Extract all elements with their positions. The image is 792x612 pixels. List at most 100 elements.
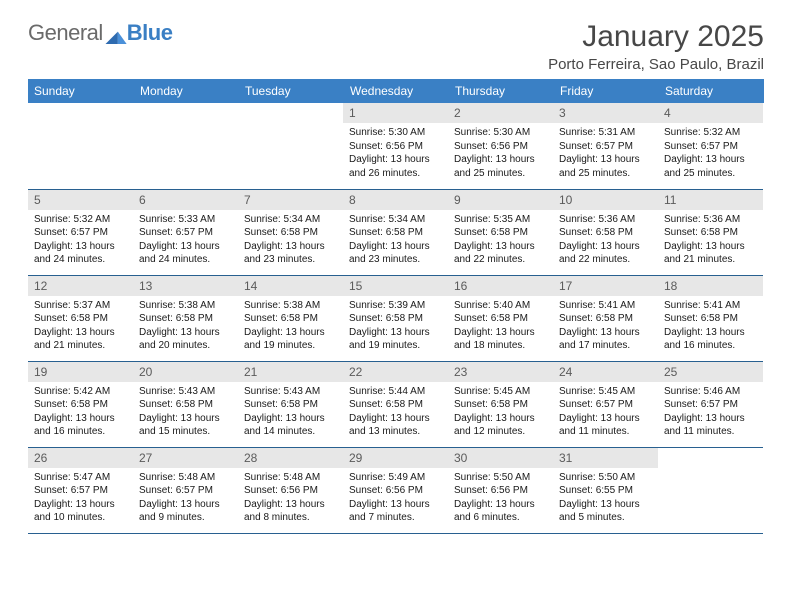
sunset-text: Sunset: 6:55 PM bbox=[559, 484, 652, 498]
sunrise-text: Sunrise: 5:31 AM bbox=[559, 126, 652, 140]
sunset-text: Sunset: 6:58 PM bbox=[139, 398, 232, 412]
calendar-body: ...1Sunrise: 5:30 AMSunset: 6:56 PMDayli… bbox=[28, 103, 763, 533]
daylight-text: and 24 minutes. bbox=[34, 253, 127, 267]
sunrise-text: Sunrise: 5:39 AM bbox=[349, 299, 442, 313]
day-number: 28 bbox=[238, 448, 343, 468]
calendar-day-cell: 28Sunrise: 5:48 AMSunset: 6:56 PMDayligh… bbox=[238, 447, 343, 533]
sunrise-text: Sunrise: 5:37 AM bbox=[34, 299, 127, 313]
day-content: Sunrise: 5:38 AMSunset: 6:58 PMDaylight:… bbox=[238, 296, 343, 357]
title-block: January 2025 Porto Ferreira, Sao Paulo, … bbox=[548, 20, 764, 73]
daylight-text: Daylight: 13 hours bbox=[664, 240, 757, 254]
daylight-text: Daylight: 13 hours bbox=[139, 326, 232, 340]
sunset-text: Sunset: 6:56 PM bbox=[244, 484, 337, 498]
daylight-text: and 23 minutes. bbox=[349, 253, 442, 267]
sunset-text: Sunset: 6:57 PM bbox=[34, 226, 127, 240]
sunset-text: Sunset: 6:57 PM bbox=[559, 140, 652, 154]
day-content: Sunrise: 5:42 AMSunset: 6:58 PMDaylight:… bbox=[28, 382, 133, 443]
sunset-text: Sunset: 6:57 PM bbox=[34, 484, 127, 498]
daylight-text: Daylight: 13 hours bbox=[454, 240, 547, 254]
sunrise-text: Sunrise: 5:36 AM bbox=[559, 213, 652, 227]
weekday-header: Saturday bbox=[658, 79, 763, 103]
sunset-text: Sunset: 6:58 PM bbox=[34, 398, 127, 412]
day-number: 27 bbox=[133, 448, 238, 468]
sunset-text: Sunset: 6:56 PM bbox=[349, 140, 442, 154]
day-number: 13 bbox=[133, 276, 238, 296]
sunrise-text: Sunrise: 5:43 AM bbox=[244, 385, 337, 399]
daylight-text: Daylight: 13 hours bbox=[454, 326, 547, 340]
sunrise-text: Sunrise: 5:49 AM bbox=[349, 471, 442, 485]
day-number: 6 bbox=[133, 190, 238, 210]
calendar-day-cell: 20Sunrise: 5:43 AMSunset: 6:58 PMDayligh… bbox=[133, 361, 238, 447]
day-content: Sunrise: 5:49 AMSunset: 6:56 PMDaylight:… bbox=[343, 468, 448, 529]
calendar-week-row: 19Sunrise: 5:42 AMSunset: 6:58 PMDayligh… bbox=[28, 361, 763, 447]
day-content: Sunrise: 5:36 AMSunset: 6:58 PMDaylight:… bbox=[553, 210, 658, 271]
day-number: 25 bbox=[658, 362, 763, 382]
day-number: 16 bbox=[448, 276, 553, 296]
daylight-text: Daylight: 13 hours bbox=[454, 498, 547, 512]
sunrise-text: Sunrise: 5:35 AM bbox=[454, 213, 547, 227]
sunrise-text: Sunrise: 5:34 AM bbox=[244, 213, 337, 227]
calendar-day-cell: 10Sunrise: 5:36 AMSunset: 6:58 PMDayligh… bbox=[553, 189, 658, 275]
daylight-text: and 21 minutes. bbox=[34, 339, 127, 353]
calendar-week-row: 26Sunrise: 5:47 AMSunset: 6:57 PMDayligh… bbox=[28, 447, 763, 533]
day-content: Sunrise: 5:37 AMSunset: 6:58 PMDaylight:… bbox=[28, 296, 133, 357]
sunset-text: Sunset: 6:58 PM bbox=[454, 312, 547, 326]
sunset-text: Sunset: 6:58 PM bbox=[349, 226, 442, 240]
calendar-day-cell: . bbox=[238, 103, 343, 189]
header: General Blue January 2025 Porto Ferreira… bbox=[28, 20, 764, 73]
calendar-day-cell: 9Sunrise: 5:35 AMSunset: 6:58 PMDaylight… bbox=[448, 189, 553, 275]
calendar-day-cell: 6Sunrise: 5:33 AMSunset: 6:57 PMDaylight… bbox=[133, 189, 238, 275]
location-subtitle: Porto Ferreira, Sao Paulo, Brazil bbox=[548, 56, 764, 73]
daylight-text: Daylight: 13 hours bbox=[34, 326, 127, 340]
calendar-day-cell: 14Sunrise: 5:38 AMSunset: 6:58 PMDayligh… bbox=[238, 275, 343, 361]
daylight-text: Daylight: 13 hours bbox=[559, 240, 652, 254]
calendar-day-cell: 26Sunrise: 5:47 AMSunset: 6:57 PMDayligh… bbox=[28, 447, 133, 533]
day-number: 14 bbox=[238, 276, 343, 296]
sunrise-text: Sunrise: 5:36 AM bbox=[664, 213, 757, 227]
sunset-text: Sunset: 6:58 PM bbox=[244, 226, 337, 240]
daylight-text: Daylight: 13 hours bbox=[559, 412, 652, 426]
day-number: 11 bbox=[658, 190, 763, 210]
calendar-day-cell: 25Sunrise: 5:46 AMSunset: 6:57 PMDayligh… bbox=[658, 361, 763, 447]
calendar-table: Sunday Monday Tuesday Wednesday Thursday… bbox=[28, 79, 764, 534]
day-number: 24 bbox=[553, 362, 658, 382]
sunrise-text: Sunrise: 5:30 AM bbox=[454, 126, 547, 140]
daylight-text: Daylight: 13 hours bbox=[664, 412, 757, 426]
sunset-text: Sunset: 6:56 PM bbox=[454, 484, 547, 498]
sunrise-text: Sunrise: 5:50 AM bbox=[559, 471, 652, 485]
sunrise-text: Sunrise: 5:33 AM bbox=[139, 213, 232, 227]
calendar-page: General Blue January 2025 Porto Ferreira… bbox=[0, 0, 792, 534]
daylight-text: and 9 minutes. bbox=[139, 511, 232, 525]
calendar-week-row: 5Sunrise: 5:32 AMSunset: 6:57 PMDaylight… bbox=[28, 189, 763, 275]
daylight-text: and 22 minutes. bbox=[454, 253, 547, 267]
day-number: 3 bbox=[553, 103, 658, 123]
daylight-text: Daylight: 13 hours bbox=[34, 412, 127, 426]
day-number: 10 bbox=[553, 190, 658, 210]
sunset-text: Sunset: 6:58 PM bbox=[559, 312, 652, 326]
sunrise-text: Sunrise: 5:48 AM bbox=[244, 471, 337, 485]
day-number: 22 bbox=[343, 362, 448, 382]
day-content: Sunrise: 5:30 AMSunset: 6:56 PMDaylight:… bbox=[343, 123, 448, 184]
weekday-header: Thursday bbox=[448, 79, 553, 103]
day-content: Sunrise: 5:48 AMSunset: 6:57 PMDaylight:… bbox=[133, 468, 238, 529]
calendar-day-cell: 2Sunrise: 5:30 AMSunset: 6:56 PMDaylight… bbox=[448, 103, 553, 189]
day-content: Sunrise: 5:43 AMSunset: 6:58 PMDaylight:… bbox=[133, 382, 238, 443]
logo-mark-icon bbox=[105, 24, 127, 42]
day-content: Sunrise: 5:50 AMSunset: 6:55 PMDaylight:… bbox=[553, 468, 658, 529]
daylight-text: and 16 minutes. bbox=[34, 425, 127, 439]
day-content: Sunrise: 5:31 AMSunset: 6:57 PMDaylight:… bbox=[553, 123, 658, 184]
daylight-text: and 25 minutes. bbox=[664, 167, 757, 181]
day-number: 18 bbox=[658, 276, 763, 296]
daylight-text: Daylight: 13 hours bbox=[349, 412, 442, 426]
day-number: 2 bbox=[448, 103, 553, 123]
sunrise-text: Sunrise: 5:40 AM bbox=[454, 299, 547, 313]
daylight-text: Daylight: 13 hours bbox=[559, 498, 652, 512]
day-content: Sunrise: 5:35 AMSunset: 6:58 PMDaylight:… bbox=[448, 210, 553, 271]
daylight-text: and 24 minutes. bbox=[139, 253, 232, 267]
daylight-text: and 20 minutes. bbox=[139, 339, 232, 353]
page-title: January 2025 bbox=[548, 20, 764, 54]
day-content: Sunrise: 5:44 AMSunset: 6:58 PMDaylight:… bbox=[343, 382, 448, 443]
day-number: 7 bbox=[238, 190, 343, 210]
calendar-day-cell: 19Sunrise: 5:42 AMSunset: 6:58 PMDayligh… bbox=[28, 361, 133, 447]
day-number: 15 bbox=[343, 276, 448, 296]
